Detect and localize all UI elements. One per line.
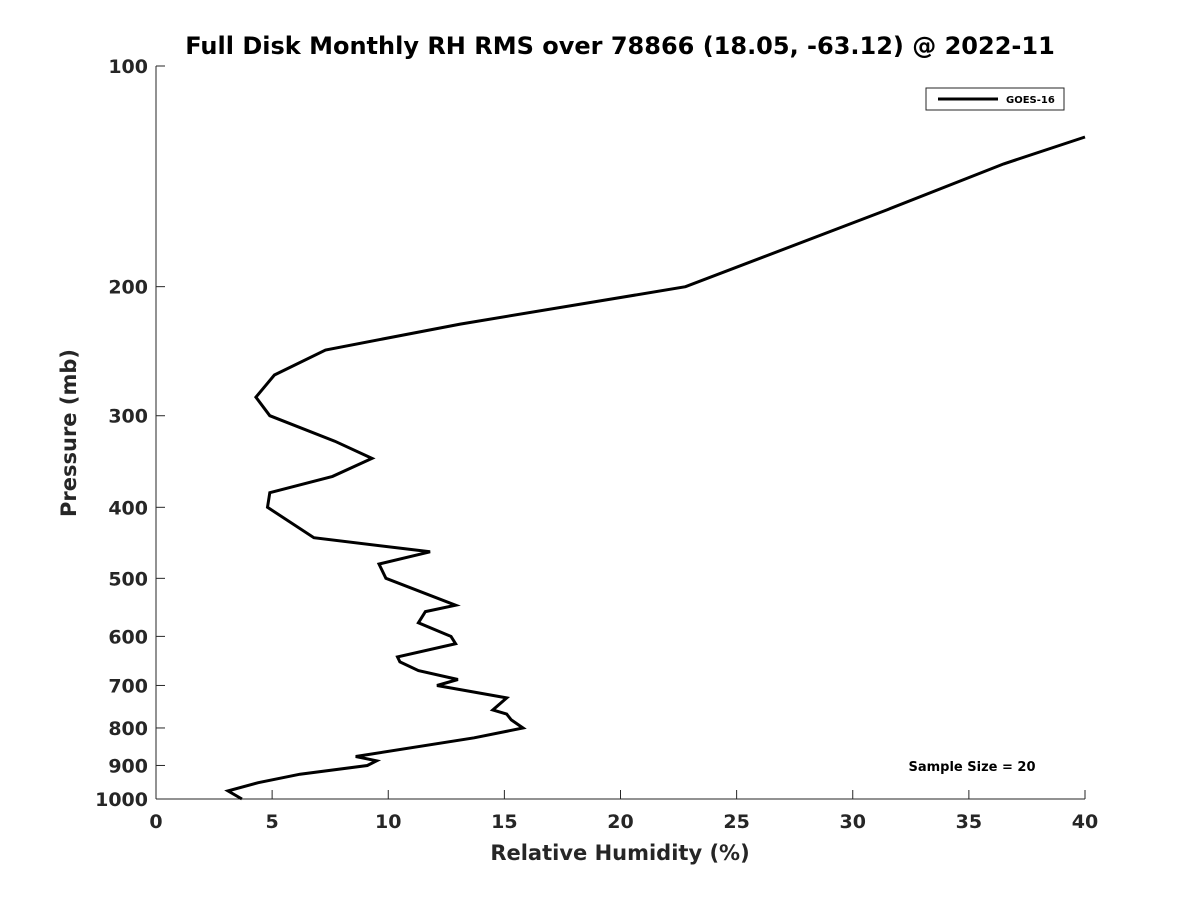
y-tick-label: 700 <box>108 675 148 697</box>
x-tick-label: 15 <box>491 811 517 833</box>
y-tick-label: 100 <box>108 56 148 78</box>
x-tick-label: 5 <box>266 811 279 833</box>
legend: GOES-16 <box>925 87 1065 111</box>
y-tick-label: 600 <box>108 626 148 648</box>
x-tick-label: 10 <box>375 811 401 833</box>
y-tick-label: 500 <box>108 568 148 590</box>
y-tick-label: 1000 <box>95 789 148 811</box>
y-tick-label: 900 <box>108 755 148 777</box>
legend-label-goes-16: GOES-16 <box>1006 95 1055 106</box>
x-tick-label: 20 <box>607 811 633 833</box>
chart-title: Full Disk Monthly RH RMS over 78866 (18.… <box>185 32 1055 60</box>
sample-size-annotation: Sample Size = 20 <box>908 760 1035 775</box>
x-tick-label: 40 <box>1072 811 1098 833</box>
x-tick-label: 35 <box>956 811 982 833</box>
y-tick-label: 200 <box>108 277 148 299</box>
x-tick-label: 30 <box>840 811 866 833</box>
series-line-goes-16 <box>224 135 1086 801</box>
x-tick-label: 25 <box>723 811 749 833</box>
y-tick-label: 400 <box>108 497 148 519</box>
y-axis-label: Pressure (mb) <box>57 349 81 517</box>
y-tick-label: 800 <box>108 718 148 740</box>
y-tick-label: 300 <box>108 406 148 428</box>
x-tick-label: 0 <box>149 811 162 833</box>
x-axis-label: Relative Humidity (%) <box>490 841 749 865</box>
plot-area: 0 5 10 15 20 25 30 35 40 100 200 300 400 500 600 700 800… <box>95 56 1098 833</box>
